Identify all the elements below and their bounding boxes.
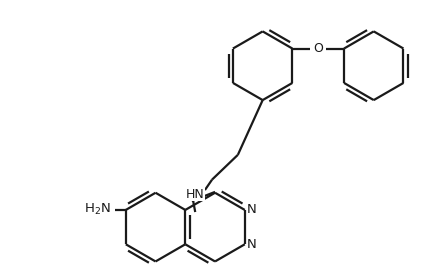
Text: HN: HN [186,188,205,201]
Text: N: N [247,238,257,251]
Text: N: N [247,203,257,217]
Text: H$_2$N: H$_2$N [83,202,111,217]
Text: O: O [313,42,323,55]
